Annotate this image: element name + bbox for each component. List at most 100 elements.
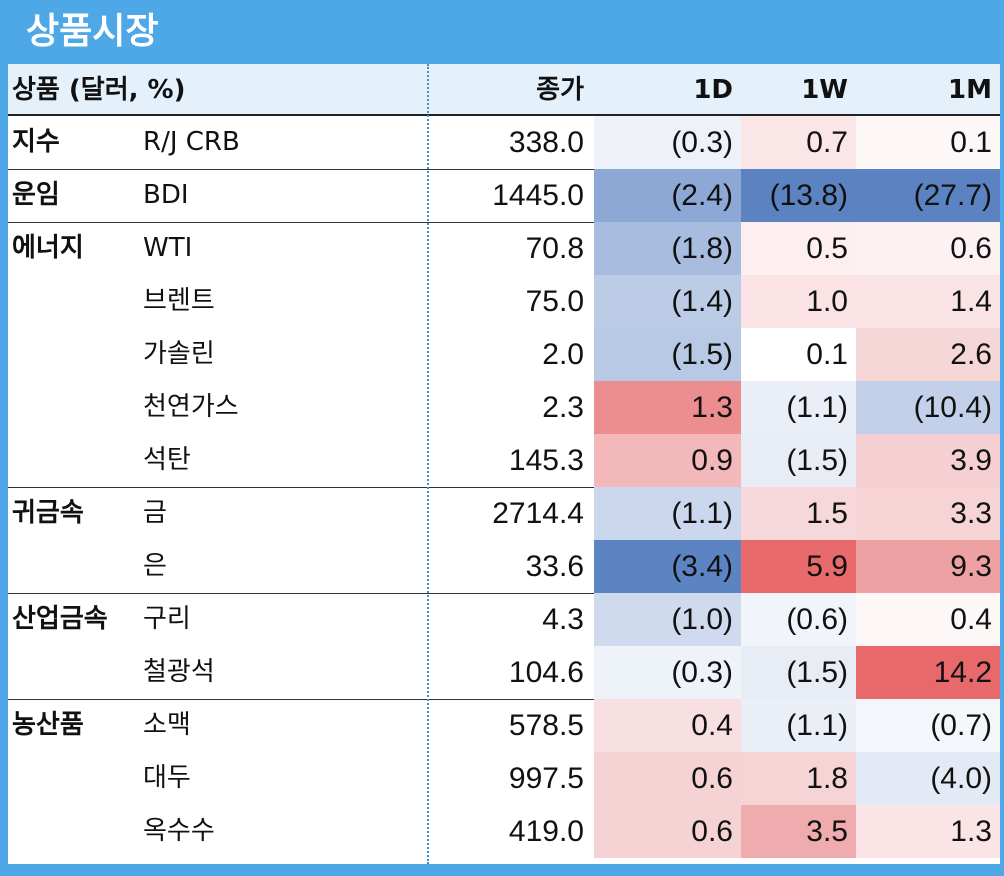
- row-1m: (0.7): [856, 699, 1000, 752]
- row-name: 석탄: [143, 445, 191, 475]
- row-1m: 0.4: [856, 593, 1000, 646]
- row-name: 소맥: [143, 710, 191, 740]
- row-close: 4.3: [542, 603, 584, 636]
- row-1d: (1.0): [594, 593, 741, 646]
- row-category: [12, 434, 137, 487]
- row-category: [12, 752, 137, 805]
- table-row: 가솔린 2.0 (1.5) 0.1 2.6: [8, 328, 1000, 381]
- row-category: 귀금속: [12, 498, 84, 528]
- row-close: 997.5: [508, 762, 584, 795]
- table-row: 옥수수 419.0 0.6 3.5 1.3: [8, 805, 1000, 858]
- row-category: 에너지: [12, 233, 84, 263]
- row-name: 철광석: [143, 657, 215, 687]
- row-1d: (0.3): [594, 116, 741, 169]
- table-row: 귀금속 금 2714.4 (1.1) 1.5 3.3: [8, 487, 1000, 540]
- row-1w: 0.5: [741, 222, 856, 275]
- row-close: 104.6: [508, 656, 584, 689]
- row-1w: 0.7: [741, 116, 856, 169]
- row-1w: (1.1): [741, 699, 856, 752]
- table-row: 지수 R/J CRB 338.0 (0.3) 0.7 0.1: [8, 116, 1000, 169]
- row-close: 578.5: [508, 709, 584, 742]
- row-name: 금: [143, 498, 167, 528]
- group-separator: [8, 169, 1000, 170]
- row-close: 338.0: [508, 126, 584, 159]
- row-category: [12, 646, 137, 699]
- row-category: 지수: [12, 127, 60, 157]
- group-separator: [8, 487, 1000, 488]
- table-row: 산업금속 구리 4.3 (1.0) (0.6) 0.4: [8, 593, 1000, 646]
- row-close: 1445.0: [492, 179, 584, 212]
- row-1d: 1.3: [594, 381, 741, 434]
- table-row: 운임 BDI 1445.0 (2.4) (13.8) (27.7): [8, 169, 1000, 222]
- row-close: 419.0: [508, 815, 584, 848]
- row-name: 가솔린: [143, 339, 215, 369]
- row-1d: (3.4): [594, 540, 741, 593]
- row-1d: 0.6: [594, 752, 741, 805]
- header-1w: 1W: [801, 75, 848, 105]
- row-name: 브렌트: [143, 286, 215, 316]
- row-category: [12, 275, 137, 328]
- row-1m: 14.2: [856, 646, 1000, 699]
- row-close: 33.6: [525, 550, 584, 583]
- row-1w: (1.5): [741, 646, 856, 699]
- row-1w: (13.8): [741, 169, 856, 222]
- row-name: 구리: [143, 604, 191, 634]
- table-row: 에너지 WTI 70.8 (1.8) 0.5 0.6: [8, 222, 1000, 275]
- row-1w: (1.1): [741, 381, 856, 434]
- table-row: 농산품 소맥 578.5 0.4 (1.1) (0.7): [8, 699, 1000, 752]
- table-row: 천연가스 2.3 1.3 (1.1) (10.4): [8, 381, 1000, 434]
- row-1m: 2.6: [856, 328, 1000, 381]
- row-1w: 3.5: [741, 805, 856, 858]
- group-separator: [8, 699, 1000, 700]
- row-1d: 0.6: [594, 805, 741, 858]
- row-name: 은: [143, 551, 167, 581]
- row-1w: 1.8: [741, 752, 856, 805]
- row-1w: (1.5): [741, 434, 856, 487]
- row-name: 대두: [143, 763, 191, 793]
- row-1m: 0.6: [856, 222, 1000, 275]
- row-close: 2714.4: [492, 497, 584, 530]
- row-1d: (2.4): [594, 169, 741, 222]
- header-1m: 1M: [948, 75, 992, 105]
- column-divider: [427, 64, 429, 864]
- row-name: WTI: [143, 233, 193, 263]
- group-separator: [8, 593, 1000, 594]
- row-1d: 0.9: [594, 434, 741, 487]
- table-row: 석탄 145.3 0.9 (1.5) 3.9: [8, 434, 1000, 487]
- row-1m: (10.4): [856, 381, 1000, 434]
- row-name: 옥수수: [143, 816, 215, 846]
- row-1m: 3.9: [856, 434, 1000, 487]
- row-1d: (1.8): [594, 222, 741, 275]
- row-1m: 1.4: [856, 275, 1000, 328]
- row-1w: 0.1: [741, 328, 856, 381]
- row-1m: (4.0): [856, 752, 1000, 805]
- table-row: 대두 997.5 0.6 1.8 (4.0): [8, 752, 1000, 805]
- row-close: 145.3: [508, 444, 584, 477]
- row-1m: (27.7): [856, 169, 1000, 222]
- row-1d: (0.3): [594, 646, 741, 699]
- row-close: 2.3: [542, 391, 584, 424]
- row-1w: 5.9: [741, 540, 856, 593]
- commodity-table: 상품 (달러, %) 종가 1D 1W 1M 지수 R/J CRB 338.0 (0.…: [8, 64, 1000, 864]
- row-category: 농산품: [12, 710, 84, 740]
- row-category: [12, 328, 137, 381]
- panel-title: 상품시장: [26, 11, 159, 52]
- row-1d: (1.5): [594, 328, 741, 381]
- table-row: 은 33.6 (3.4) 5.9 9.3: [8, 540, 1000, 593]
- row-1d: 0.4: [594, 699, 741, 752]
- row-1w: 1.5: [741, 487, 856, 540]
- row-1d: (1.1): [594, 487, 741, 540]
- row-1m: 9.3: [856, 540, 1000, 593]
- table-row: 브렌트 75.0 (1.4) 1.0 1.4: [8, 275, 1000, 328]
- header-1d: 1D: [693, 75, 733, 105]
- header-close: 종가: [536, 75, 584, 105]
- row-close: 75.0: [525, 285, 584, 318]
- row-1w: (0.6): [741, 593, 856, 646]
- row-category: [12, 805, 137, 858]
- row-category: 산업금속: [12, 604, 108, 634]
- table-header: 상품 (달러, %) 종가 1D 1W 1M: [8, 64, 1000, 116]
- group-separator: [8, 222, 1000, 223]
- row-category: [12, 381, 137, 434]
- row-name: R/J CRB: [143, 127, 240, 157]
